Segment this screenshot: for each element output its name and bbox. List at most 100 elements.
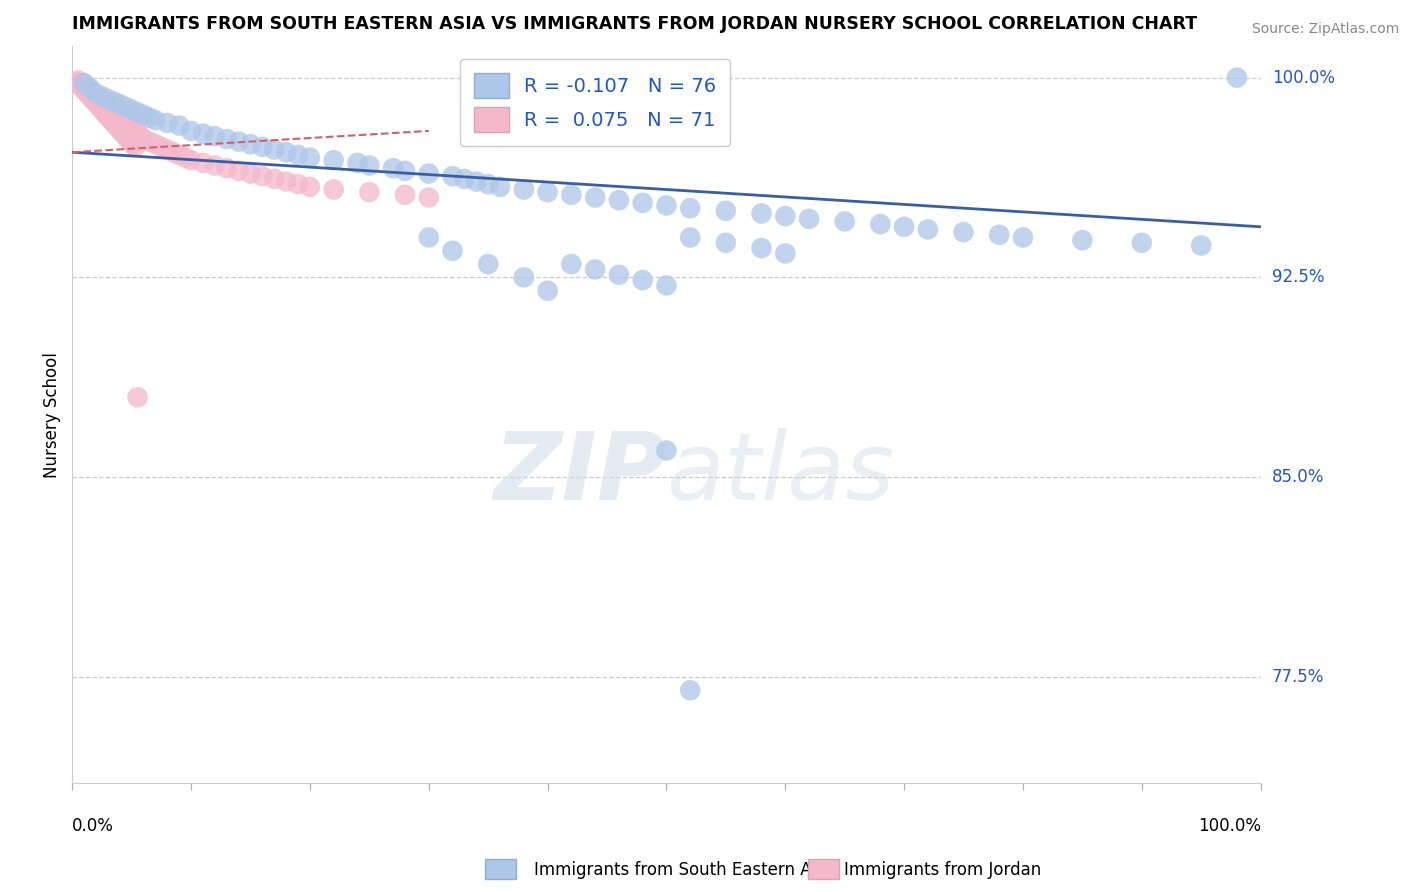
Point [382,161,405,176]
Legend: R = -0.107   N = 76, R =  0.075   N = 71: R = -0.107 N = 76, R = 0.075 N = 71 [460,59,730,146]
Point [79,84,101,98]
Y-axis label: Nursery School: Nursery School [44,351,60,477]
Point [536,284,558,298]
Point [751,206,773,220]
Point [124,140,146,154]
Point [679,683,702,698]
Point [103,105,125,120]
Point [105,119,128,133]
Point [103,95,125,109]
Point [100,103,122,117]
Point [138,135,160,149]
Point [191,127,214,141]
Point [76,87,98,101]
Text: Immigrants from South Eastern Asia: Immigrants from South Eastern Asia [534,861,835,879]
Point [67,76,90,90]
Point [714,203,737,218]
Point [1130,235,1153,250]
Point [110,124,132,138]
Point [287,148,309,162]
Point [96,108,118,122]
Point [775,209,797,223]
Point [322,182,344,196]
Point [67,73,90,87]
Point [359,185,381,199]
Point [127,127,149,141]
Point [98,111,121,125]
Point [513,270,536,285]
Point [465,174,488,188]
Point [79,81,101,95]
Point [477,177,499,191]
Point [91,103,114,117]
Point [298,151,321,165]
Text: 100.0%: 100.0% [1272,69,1334,87]
Point [228,135,250,149]
Point [204,129,226,144]
Point [114,116,136,130]
Point [489,179,512,194]
Point [82,92,104,106]
Point [513,182,536,196]
Point [127,390,149,404]
Point [560,187,582,202]
Point [631,273,654,287]
Point [607,268,630,282]
Point [655,443,678,458]
Point [121,103,143,117]
Point [263,143,285,157]
Point [287,177,309,191]
Point [114,129,136,144]
Point [1226,70,1249,85]
Point [180,153,202,168]
Point [655,278,678,293]
Point [394,164,416,178]
Point [714,235,737,250]
Point [145,137,167,152]
Point [583,190,606,204]
Point [215,161,238,176]
Point [679,201,702,215]
Text: IMMIGRANTS FROM SOUTH EASTERN ASIA VS IMMIGRANTS FROM JORDAN NURSERY SCHOOL CORR: IMMIGRANTS FROM SOUTH EASTERN ASIA VS IM… [72,15,1198,33]
Point [83,95,105,109]
Point [252,169,274,184]
Point [180,124,202,138]
Point [418,190,440,204]
Point [120,135,142,149]
Point [127,105,149,120]
Point [276,145,298,160]
Point [93,105,115,120]
Point [162,145,184,160]
Point [952,225,974,239]
Point [112,113,135,128]
Text: 100.0%: 100.0% [1198,817,1261,835]
Point [751,241,773,255]
Point [239,167,262,181]
Point [84,89,107,103]
Point [91,95,114,109]
Point [89,100,111,114]
Point [359,159,381,173]
Text: 0.0%: 0.0% [72,817,114,835]
Text: 85.0%: 85.0% [1272,468,1324,486]
Text: ZIP: ZIP [494,427,666,520]
Point [69,78,91,93]
Point [73,78,96,93]
Point [76,81,98,95]
Point [100,113,122,128]
Point [775,246,797,260]
Point [94,97,117,112]
Point [105,108,128,122]
Point [441,244,464,258]
Point [322,153,344,168]
Point [655,198,678,212]
Point [87,92,110,106]
Point [239,137,262,152]
Point [112,127,135,141]
Point [121,121,143,136]
Point [174,151,197,165]
Point [263,172,285,186]
Point [79,89,101,103]
Point [84,87,107,101]
Text: Immigrants from Jordan: Immigrants from Jordan [844,861,1040,879]
